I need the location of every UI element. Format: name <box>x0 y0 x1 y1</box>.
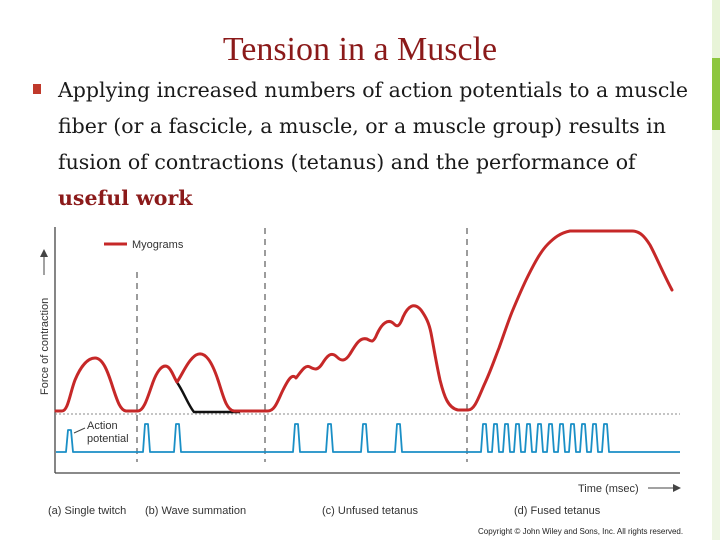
bullet-marker <box>33 84 41 94</box>
x-axis-label: Time (msec) <box>578 483 639 495</box>
action-potential-trace <box>56 423 680 453</box>
right-accent-bar <box>712 0 720 540</box>
action-potential-label-line2: potential <box>87 433 129 445</box>
action-potential-label-line1: Action <box>87 420 118 432</box>
bullet-text-main: Applying increased numbers of action pot… <box>58 78 689 174</box>
myogram-trace <box>54 229 674 413</box>
slide-title: Tension in a Muscle <box>222 31 498 68</box>
y-axis-arrowhead <box>40 249 48 257</box>
panel-label-single-twitch: (a) Single twitch <box>48 505 126 517</box>
action-potential-label-leader <box>73 427 86 434</box>
bullet-highlight: useful work <box>58 186 193 210</box>
bullet-text: Applying increased numbers of action pot… <box>58 72 708 216</box>
copyright-notice: Copyright © John Wiley and Sons, Inc. Al… <box>478 527 684 536</box>
accent-bar-segment <box>712 58 720 130</box>
accent-bar-segment <box>712 0 720 58</box>
panel-label-fused-tetanus: (d) Fused tetanus <box>514 505 601 517</box>
panel-label-wave-summation: (b) Wave summation <box>145 505 246 517</box>
accent-bar-segment <box>712 130 720 540</box>
legend-label: Myograms <box>132 239 184 251</box>
time-arrowhead <box>673 484 681 492</box>
y-axis-label: Force of contraction <box>39 298 51 395</box>
panel-label-unfused-tetanus: (c) Unfused tetanus <box>322 505 418 517</box>
single-twitch-decay <box>174 380 240 414</box>
